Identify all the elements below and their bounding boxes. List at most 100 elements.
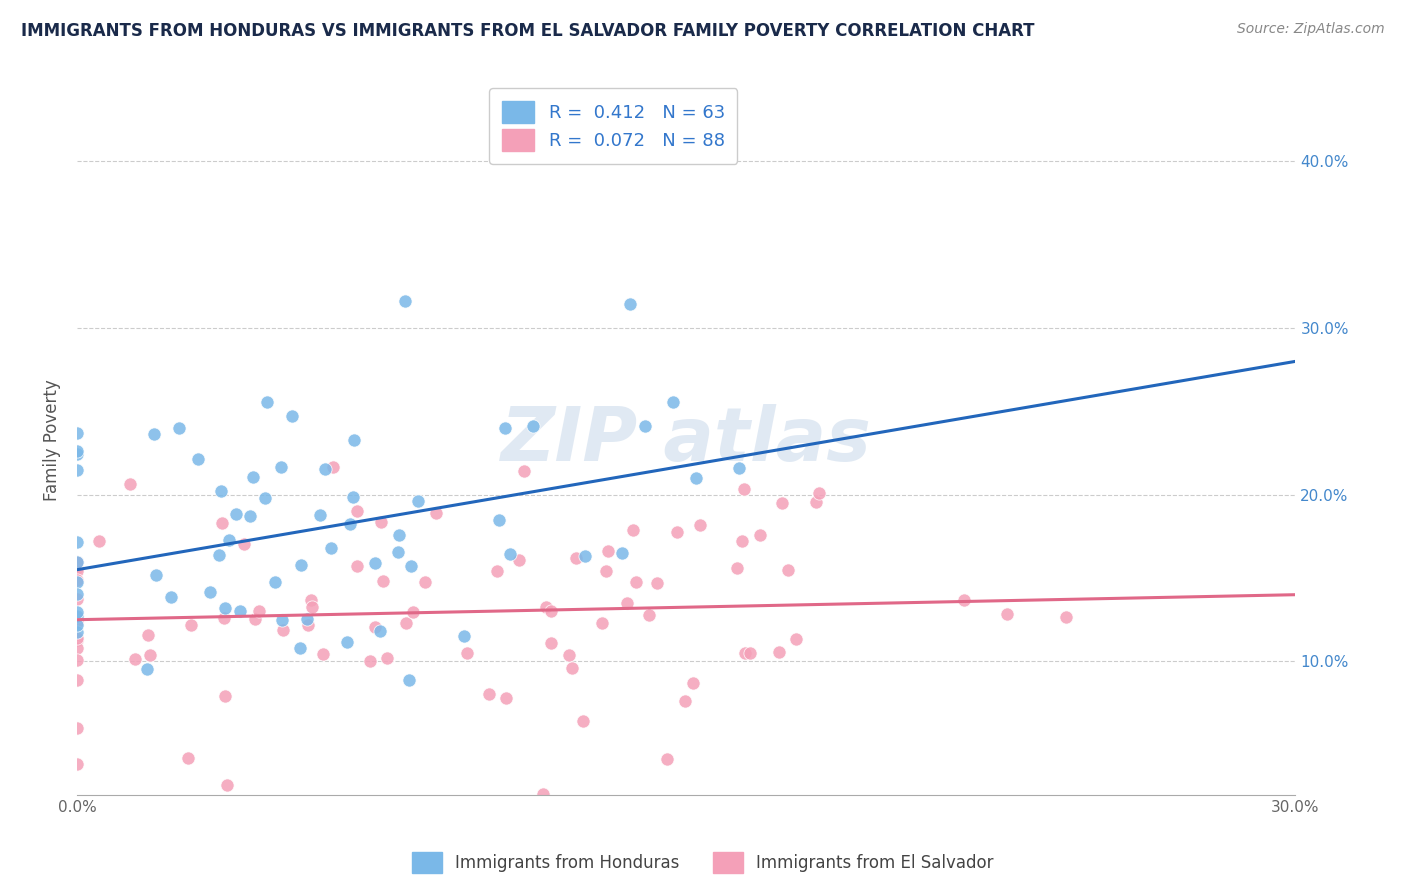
Point xyxy=(89,533,111,548)
Point xyxy=(66,653,89,667)
Point xyxy=(243,612,266,626)
Point xyxy=(748,528,770,542)
Point xyxy=(290,558,312,572)
Point xyxy=(621,523,644,537)
Point xyxy=(339,516,361,531)
Point xyxy=(142,427,165,442)
Point xyxy=(655,752,678,766)
Point xyxy=(401,605,423,619)
Point xyxy=(453,630,475,644)
Point xyxy=(263,575,285,590)
Point xyxy=(66,564,89,578)
Point xyxy=(564,551,586,566)
Point xyxy=(66,425,89,440)
Point xyxy=(198,585,221,599)
Point xyxy=(638,607,661,622)
Point xyxy=(371,574,394,589)
Point xyxy=(522,418,544,433)
Point xyxy=(66,592,89,607)
Point xyxy=(368,624,391,639)
Point xyxy=(665,525,688,540)
Point xyxy=(359,654,381,668)
Point xyxy=(124,652,146,666)
Point xyxy=(66,615,89,629)
Point xyxy=(494,421,516,435)
Point xyxy=(364,556,387,570)
Point xyxy=(770,496,793,510)
Point xyxy=(495,691,517,706)
Point xyxy=(513,464,536,478)
Point xyxy=(309,508,332,522)
Point xyxy=(145,568,167,582)
Point xyxy=(413,575,436,590)
Point xyxy=(66,617,89,632)
Point xyxy=(229,603,252,617)
Point xyxy=(66,535,89,549)
Point xyxy=(136,628,159,642)
Point xyxy=(738,646,761,660)
Y-axis label: Family Poverty: Family Poverty xyxy=(44,380,60,501)
Point xyxy=(135,662,157,676)
Point xyxy=(271,613,294,627)
Point xyxy=(394,293,416,308)
Point xyxy=(66,574,89,588)
Point xyxy=(540,636,562,650)
Point xyxy=(647,575,669,590)
Point xyxy=(66,555,89,569)
Point xyxy=(66,625,89,640)
Point xyxy=(342,490,364,504)
Point xyxy=(66,575,89,590)
Point xyxy=(399,558,422,573)
Point xyxy=(66,587,89,601)
Point xyxy=(66,610,89,624)
Point xyxy=(616,596,638,610)
Point xyxy=(214,601,236,615)
Point xyxy=(214,689,236,703)
Point xyxy=(270,460,292,475)
Point xyxy=(388,528,411,542)
Point xyxy=(297,617,319,632)
Point xyxy=(785,632,807,646)
Point xyxy=(301,599,323,614)
Point xyxy=(398,673,420,688)
Point xyxy=(626,574,648,589)
Point xyxy=(66,609,89,624)
Point xyxy=(995,607,1018,621)
Point xyxy=(66,721,89,735)
Point xyxy=(804,494,827,508)
Point xyxy=(574,549,596,563)
Point xyxy=(498,547,520,561)
Point xyxy=(534,599,557,614)
Point xyxy=(314,462,336,476)
Point xyxy=(778,563,800,577)
Point xyxy=(66,555,89,569)
Point xyxy=(734,646,756,660)
Point xyxy=(225,507,247,521)
Point xyxy=(346,559,368,574)
Point xyxy=(66,463,89,477)
Point xyxy=(66,555,89,569)
Point xyxy=(66,447,89,461)
Point xyxy=(406,493,429,508)
Point xyxy=(242,470,264,484)
Point xyxy=(187,452,209,467)
Point xyxy=(180,618,202,632)
Point xyxy=(66,605,89,619)
Point xyxy=(612,546,634,560)
Point xyxy=(808,486,831,500)
Point xyxy=(689,517,711,532)
Point xyxy=(120,476,142,491)
Point xyxy=(215,778,238,792)
Point xyxy=(211,516,233,530)
Point xyxy=(540,604,562,618)
Point xyxy=(66,561,89,575)
Point xyxy=(290,640,312,655)
Point xyxy=(478,687,501,701)
Point xyxy=(247,603,270,617)
Point xyxy=(531,787,554,801)
Point xyxy=(212,610,235,624)
Point xyxy=(727,460,749,475)
Point xyxy=(685,471,707,485)
Point xyxy=(160,590,183,604)
Text: IMMIGRANTS FROM HONDURAS VS IMMIGRANTS FROM EL SALVADOR FAMILY POVERTY CORRELATI: IMMIGRANTS FROM HONDURAS VS IMMIGRANTS F… xyxy=(21,22,1035,40)
